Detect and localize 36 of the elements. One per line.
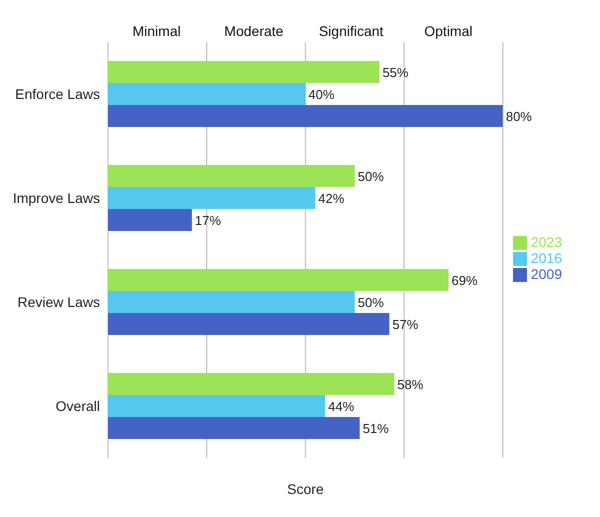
data-label: 17%: [194, 213, 222, 228]
data-label: 51%: [362, 421, 390, 436]
data-label: 55%: [382, 65, 409, 80]
bar: [108, 187, 316, 209]
text: Significant: [318, 23, 384, 39]
legend-label: 2023: [530, 234, 562, 250]
bar: [108, 61, 380, 83]
y-tick-label: Overall: [56, 398, 100, 414]
y-tick-label: Improve Laws: [12, 190, 100, 206]
data-label: 44%: [328, 399, 355, 414]
bar: [108, 83, 306, 105]
data-label: 57%: [392, 317, 419, 332]
data-label: 50%: [358, 169, 384, 184]
bar: [108, 269, 449, 291]
bar: [108, 313, 390, 335]
data-label: 58%: [397, 377, 424, 392]
text: Optimal: [424, 23, 472, 39]
data-label: 69%: [452, 273, 478, 288]
x-axis-title: Score: [287, 481, 324, 497]
bar: [108, 395, 326, 417]
data-label: 42%: [318, 191, 345, 206]
y-tick-label: Enforce Laws: [15, 86, 100, 102]
bar: [108, 105, 503, 127]
bar: [108, 373, 394, 395]
data-label: 80%: [506, 109, 532, 124]
y-tick-label: Review Laws: [18, 294, 100, 310]
data-label: 40%: [308, 87, 335, 102]
data-label: 50%: [358, 295, 384, 310]
bar: [108, 165, 355, 187]
text: Moderate: [224, 23, 284, 39]
legend-label: 2009: [530, 266, 562, 282]
bar: [108, 209, 192, 231]
bar: [108, 417, 360, 439]
bar: [108, 291, 355, 313]
legend-label: 2016: [530, 250, 562, 266]
text: Minimal: [132, 23, 181, 39]
